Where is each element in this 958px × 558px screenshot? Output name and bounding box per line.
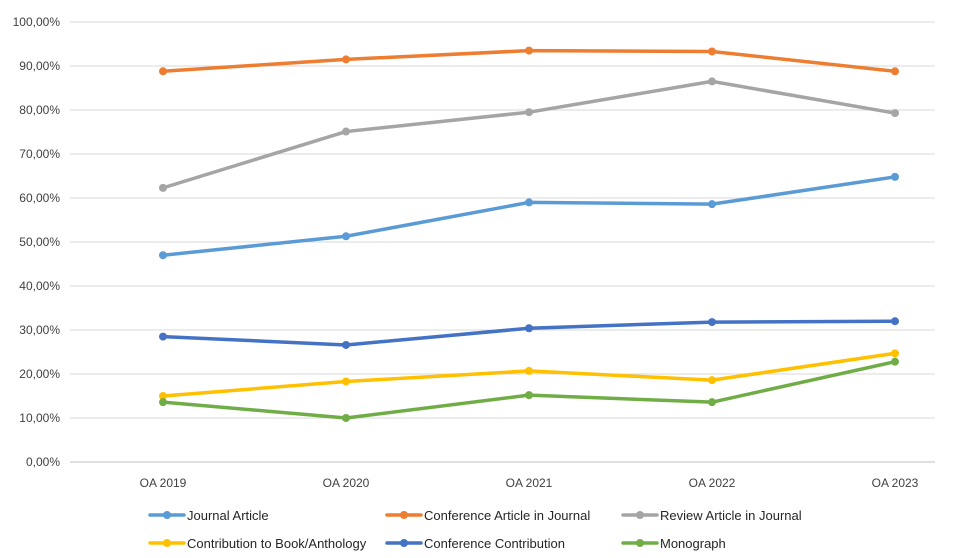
data-point [708,47,716,56]
data-point [525,198,533,207]
data-point [342,55,350,64]
data-point [891,67,899,76]
data-point [891,109,899,118]
data-point [342,377,350,386]
legend-label: Contribution to Book/Anthology [187,536,367,551]
data-point [525,366,533,375]
y-tick-label: 40,00% [19,279,60,293]
data-point [159,392,167,400]
y-tick-label: 60,00% [19,191,60,205]
gridlines [70,21,935,463]
data-point [159,332,167,341]
data-point [342,414,350,422]
y-tick-label: 0,00% [26,455,60,469]
y-tick-label: 50,00% [19,235,60,249]
y-tick-label: 20,00% [19,367,60,381]
legend-item: Conference Contribution [385,536,565,551]
y-tick-label: 100,00% [13,15,61,29]
data-point [525,108,533,117]
legend-swatch-marker [163,539,171,547]
data-point [159,251,167,260]
series-line [159,357,899,422]
data-point [525,46,533,55]
x-tick-label: OA 2023 [872,476,919,490]
data-point [891,172,899,181]
series-path [161,175,897,257]
y-tick-label: 70,00% [19,147,60,161]
data-point [891,357,899,366]
legend-swatch-marker [636,511,644,519]
x-tick-label: OA 2022 [689,476,736,490]
series-path [161,79,897,190]
data-point [708,77,716,86]
data-point [525,324,533,333]
legend: Journal Article Conference Article in Jou… [148,508,802,551]
legend-label: Review Article in Journal [660,508,802,523]
series-lines [159,46,899,422]
legend-swatch-marker [636,539,644,547]
data-point [708,200,716,209]
legend-label: Journal Article [187,508,269,523]
y-tick-label: 30,00% [19,323,60,337]
legend-item: Review Article in Journal [621,508,802,523]
x-tick-label: OA 2020 [323,476,370,490]
series-line [159,317,899,349]
data-point [159,183,167,192]
series-line [159,349,899,400]
legend-label: Monograph [660,536,726,551]
x-axis-ticks: OA 2019 OA 2020 OA 2021 OA 2022 OA 2023 [140,476,919,490]
y-tick-label: 10,00% [19,411,60,425]
y-tick-label: 80,00% [19,103,60,117]
data-point [891,349,899,358]
series-line [159,77,899,192]
data-point [159,398,167,407]
y-tick-label: 90,00% [19,59,60,73]
data-point [342,127,350,136]
data-point [708,376,716,385]
data-point [891,317,899,326]
data-point [342,232,350,241]
data-point [708,318,716,327]
legend-item: Contribution to Book/Anthology [148,536,367,551]
legend-item: Conference Article in Journal [385,508,590,523]
legend-swatch-marker [163,511,171,519]
x-tick-label: OA 2019 [140,476,187,490]
data-point [342,340,350,349]
x-tick-label: OA 2021 [506,476,553,490]
data-point [708,398,716,407]
data-point [525,391,533,400]
legend-swatch-marker [400,511,408,519]
data-point [159,67,167,76]
y-axis-ticks: 0,00% 10,00% 20,00% 30,00% 40,00% 50,00% 60,00… [13,15,61,469]
series-line [159,172,899,260]
series-line [159,46,899,76]
legend-item: Journal Article [148,508,269,523]
legend-item: Monograph [621,536,726,551]
legend-label: Conference Article in Journal [424,508,590,523]
legend-label: Conference Contribution [424,536,565,551]
legend-swatch-marker [400,539,408,547]
